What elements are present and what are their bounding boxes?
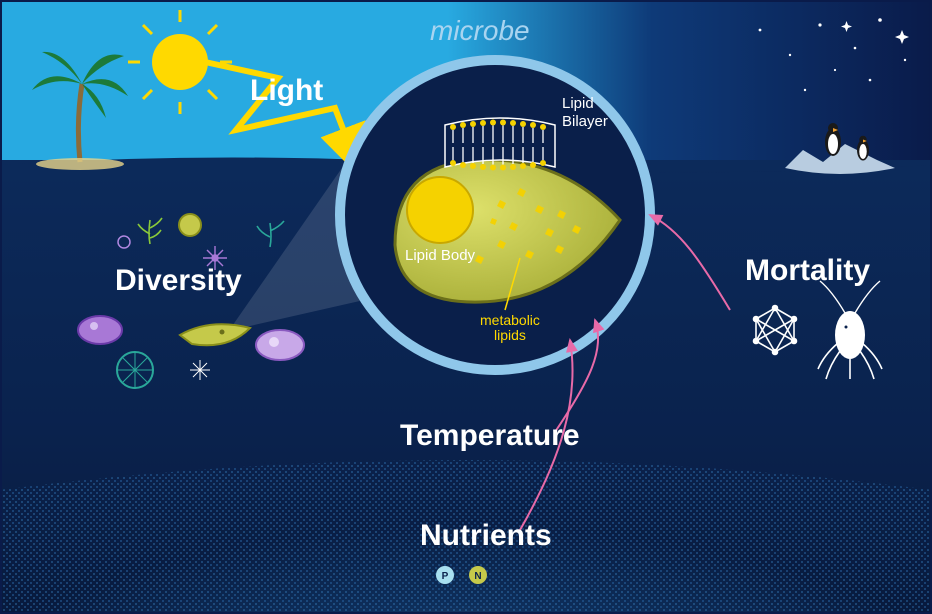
label-metabolic-1: metabolic <box>480 312 540 328</box>
svg-text:N: N <box>474 571 481 582</box>
label-mortality: Mortality <box>745 254 870 287</box>
svg-text:P: P <box>442 571 449 582</box>
label-microbe: microbe <box>430 15 530 46</box>
label-lipid-bilayer-2: Bilayer <box>562 113 608 130</box>
label-lipid-bilayer-1: Lipid <box>562 95 594 112</box>
label-lipid-body: Lipid Body <box>405 247 476 264</box>
n-badge: N <box>469 566 487 584</box>
label-temperature: Temperature <box>400 419 580 452</box>
label-light: Light <box>250 74 323 107</box>
label-metabolic-2: lipids <box>494 327 526 343</box>
label-nutrients: Nutrients <box>420 519 552 552</box>
label-diversity: Diversity <box>115 264 242 297</box>
p-badge: P <box>436 566 454 584</box>
